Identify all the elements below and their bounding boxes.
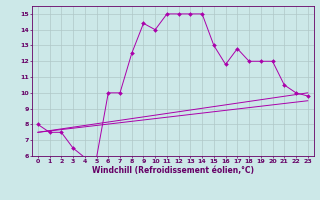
X-axis label: Windchill (Refroidissement éolien,°C): Windchill (Refroidissement éolien,°C): [92, 166, 254, 175]
